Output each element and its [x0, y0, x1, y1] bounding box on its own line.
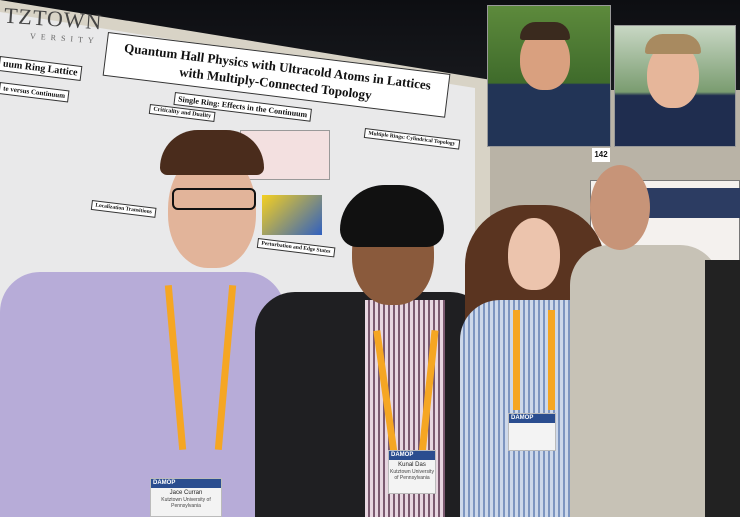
booth-number: 142: [592, 148, 610, 162]
badge-org: Kutztown University of Pennsylvania: [161, 497, 211, 509]
name-badge: DAMOP Kunal Das Kutztown University of P…: [388, 450, 436, 494]
shirt: [0, 272, 285, 517]
badge-event: DAMOP: [509, 414, 555, 423]
face: [508, 218, 560, 290]
badge-org: Kutztown University of Pennsylvania: [390, 469, 434, 481]
lanyard: [513, 310, 520, 410]
hair: [340, 185, 444, 247]
background-poster-header: [645, 188, 740, 218]
inset-portrait-left: [487, 5, 611, 147]
name-badge: DAMOP Jace Curran Kutztown University of…: [150, 478, 222, 517]
badge-event: DAMOP: [389, 451, 435, 460]
poster-figure: [262, 195, 322, 235]
badge-event: DAMOP: [151, 479, 221, 488]
background-person: [705, 260, 740, 517]
name-badge: DAMOP: [508, 413, 556, 451]
glasses: [172, 188, 256, 210]
hair: [520, 22, 570, 40]
badge-name: Kunal Das: [398, 462, 426, 468]
hair: [160, 130, 264, 175]
face: [590, 165, 650, 250]
shirt: [570, 245, 720, 517]
hair: [645, 34, 701, 54]
inset-portrait-right: [614, 25, 736, 147]
lanyard: [548, 310, 555, 410]
badge-name: Jace Curran: [169, 490, 203, 496]
